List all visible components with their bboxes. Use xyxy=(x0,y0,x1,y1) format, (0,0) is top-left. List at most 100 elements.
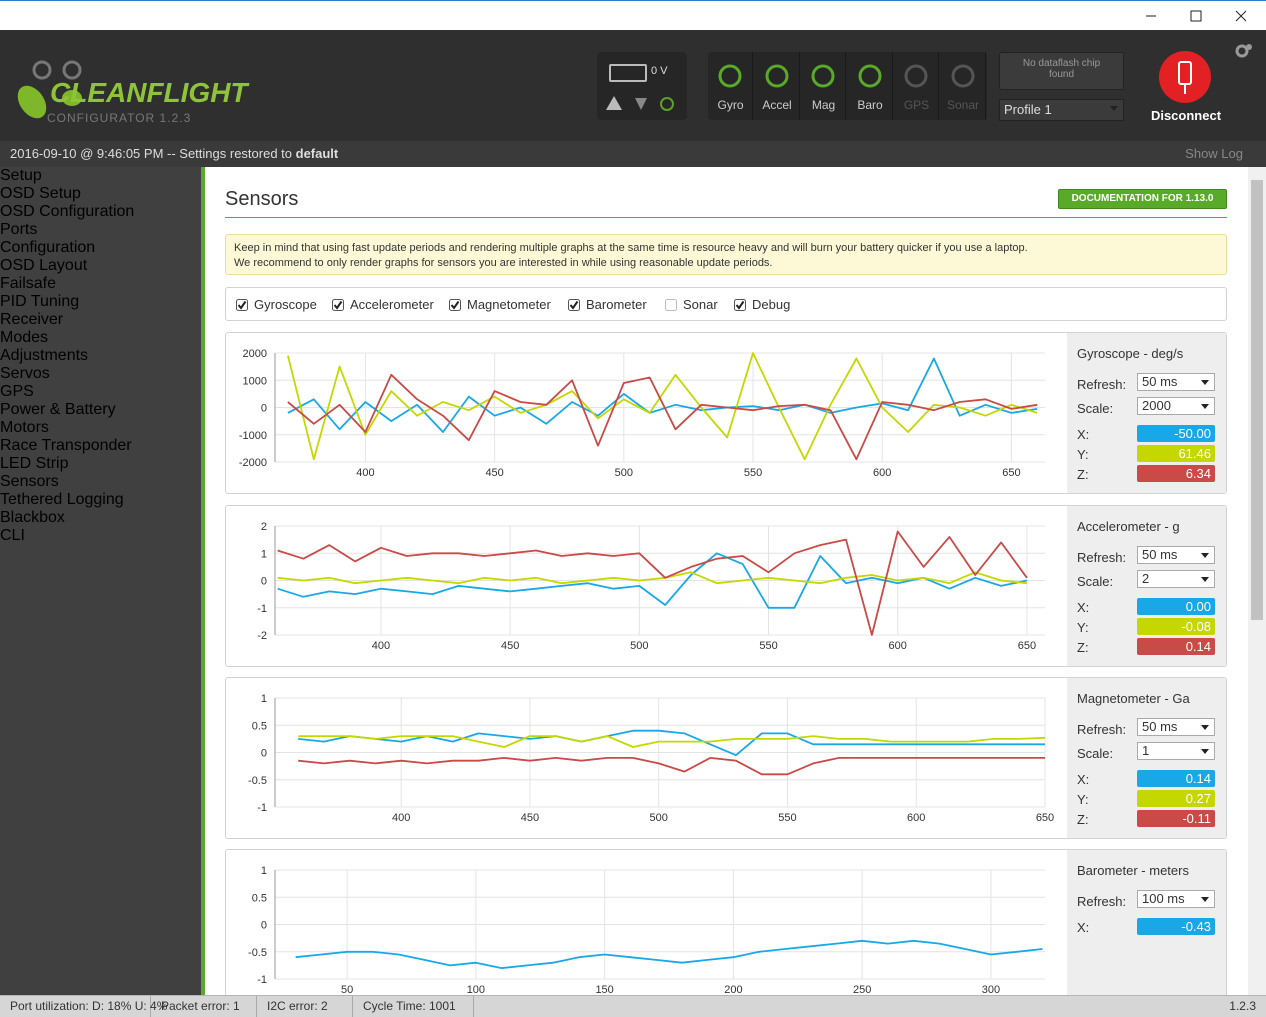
menu-item[interactable]: Race Transponder xyxy=(0,437,201,455)
y-tick-label: 1 xyxy=(261,693,267,705)
menu-item[interactable]: Motors xyxy=(0,419,201,437)
checkbox-tick[interactable] xyxy=(237,300,247,310)
checkbox-item[interactable]: Magnetometer xyxy=(449,297,551,312)
scrollbar[interactable] xyxy=(1248,167,1266,995)
menu-label[interactable]: Power & Battery xyxy=(0,401,116,418)
menu-item[interactable]: Power & Battery xyxy=(0,401,201,419)
checkbox[interactable] xyxy=(332,298,344,311)
menu-label[interactable]: Race Transponder xyxy=(0,437,132,454)
battery-voltage: 0 V xyxy=(651,65,668,77)
menu-label[interactable]: Sensors xyxy=(0,473,59,490)
checkbox-tick[interactable] xyxy=(333,300,343,310)
menu-label[interactable]: Setup xyxy=(0,167,42,184)
menu-item[interactable]: Adjustments xyxy=(0,347,201,365)
setting-select[interactable]: 1 xyxy=(1137,742,1215,760)
menu-item[interactable]: OSD Layout xyxy=(0,257,201,275)
menu-label[interactable]: OSD Layout xyxy=(0,257,88,274)
menu-item[interactable]: Failsafe xyxy=(0,275,201,293)
menu-label[interactable]: Failsafe xyxy=(0,275,57,292)
checkbox-item[interactable]: Accelerometer xyxy=(332,297,434,312)
menu-label[interactable]: Tethered Logging xyxy=(0,491,124,508)
menu-label[interactable]: Ports xyxy=(0,221,38,238)
menu-item[interactable]: PID Tuning xyxy=(0,293,201,311)
checkbox[interactable] xyxy=(734,298,746,311)
menu-label[interactable]: Adjustments xyxy=(0,347,89,364)
checkbox-box[interactable] xyxy=(665,298,677,311)
checkbox-tick[interactable] xyxy=(569,300,579,310)
menu-label[interactable]: CLI xyxy=(0,527,25,544)
setting-select[interactable]: 50 ms xyxy=(1137,373,1215,391)
menu-item[interactable]: CLI xyxy=(0,527,201,545)
disconnect-button[interactable]: Disconnect xyxy=(1150,48,1222,138)
checkbox[interactable] xyxy=(236,298,248,311)
menu-item[interactable]: Sensors xyxy=(0,473,201,491)
show-log[interactable]: Show Log xyxy=(1185,146,1243,161)
setting-select[interactable]: 50 ms xyxy=(1137,546,1215,564)
x-tick-label: 100 xyxy=(467,984,485,995)
x-tick-label: 650 xyxy=(1002,467,1020,479)
notice-line: Keep in mind that using fast update peri… xyxy=(234,242,1028,254)
menu-item[interactable]: Modes xyxy=(0,329,201,347)
y-tick-label: 1 xyxy=(261,548,267,560)
checkbox-label[interactable]: Magnetometer xyxy=(467,297,551,312)
documentation-button[interactable]: DOCUMENTATION FOR 1.13.0 xyxy=(1058,189,1227,209)
checkbox[interactable] xyxy=(568,298,580,311)
data-line xyxy=(295,939,1043,969)
checkbox-item[interactable]: Barometer xyxy=(568,297,647,312)
menu-label[interactable]: GPS xyxy=(0,383,34,400)
title-rule xyxy=(225,217,1227,218)
menu-item[interactable]: Blackbox xyxy=(0,509,201,527)
menu-item[interactable]: OSD Configuration xyxy=(0,203,201,221)
menu-item[interactable]: GPS xyxy=(0,383,201,401)
window-controls[interactable] xyxy=(1140,1,1266,31)
checkbox[interactable] xyxy=(665,298,677,311)
menu-label[interactable]: OSD Setup xyxy=(0,185,81,202)
readout-value: 0.14 xyxy=(1137,770,1215,787)
menu-label[interactable]: Servos xyxy=(0,365,50,382)
sensor-icon xyxy=(951,64,974,88)
checkbox-item[interactable]: Sonar xyxy=(665,297,718,312)
menu-item[interactable]: Configuration xyxy=(0,239,201,257)
disconnect-label[interactable]: Disconnect xyxy=(1151,108,1222,123)
checkbox-label[interactable]: Sonar xyxy=(683,297,718,312)
menu-item[interactable]: Tethered Logging xyxy=(0,491,201,509)
data-line xyxy=(287,373,1038,461)
setting-select[interactable]: 2 xyxy=(1137,570,1215,588)
status-icons xyxy=(606,96,674,111)
menu-item[interactable]: OSD Setup xyxy=(0,185,201,203)
menu-label[interactable]: Configuration xyxy=(0,239,96,256)
setting-select[interactable]: 50 ms xyxy=(1137,718,1215,736)
menu-label[interactable]: Modes xyxy=(0,329,49,346)
sensor-indicator: Baro xyxy=(848,52,893,120)
checkbox-tick[interactable] xyxy=(450,300,460,310)
sensor-label: Sonar xyxy=(946,98,980,112)
menu-label[interactable]: Motors xyxy=(0,419,49,436)
sensor-panel: Gyroscope - deg/s Refresh: 50 ms Scale: 2000… xyxy=(225,332,1227,494)
menu-item[interactable]: Ports xyxy=(0,221,201,239)
profile-select[interactable]: Profile 1 xyxy=(999,99,1124,121)
checkbox-label[interactable]: Barometer xyxy=(586,297,647,312)
menu-label[interactable]: OSD Configuration xyxy=(0,203,135,220)
checkbox-label[interactable]: Gyroscope xyxy=(254,297,317,312)
scroll-thumb[interactable] xyxy=(1251,180,1263,620)
menu-label[interactable]: Blackbox xyxy=(0,509,65,526)
sensor-label: GPS xyxy=(903,98,930,112)
checkbox-item[interactable]: Debug xyxy=(734,297,790,312)
checkbox[interactable] xyxy=(449,298,461,311)
menu-item[interactable]: Servos xyxy=(0,365,201,383)
menu-label[interactable]: Receiver xyxy=(0,311,64,328)
settings-gear[interactable] xyxy=(1234,42,1254,60)
menu-item[interactable]: Receiver xyxy=(0,311,201,329)
readout-label: X: xyxy=(1077,600,1090,615)
menu-label[interactable]: PID Tuning xyxy=(0,293,80,310)
data-line xyxy=(277,530,1028,636)
setting-select[interactable]: 100 ms xyxy=(1137,890,1215,908)
checkbox-item[interactable]: Gyroscope xyxy=(236,297,317,312)
menu-item[interactable]: LED Strip xyxy=(0,455,201,473)
setting-select[interactable]: 2000 xyxy=(1137,397,1215,415)
checkbox-label[interactable]: Debug xyxy=(752,297,791,312)
checkbox-label[interactable]: Accelerometer xyxy=(350,297,434,312)
menu-label[interactable]: LED Strip xyxy=(0,455,69,472)
menu-item[interactable]: Setup xyxy=(0,167,201,185)
checkbox-tick[interactable] xyxy=(735,300,745,310)
